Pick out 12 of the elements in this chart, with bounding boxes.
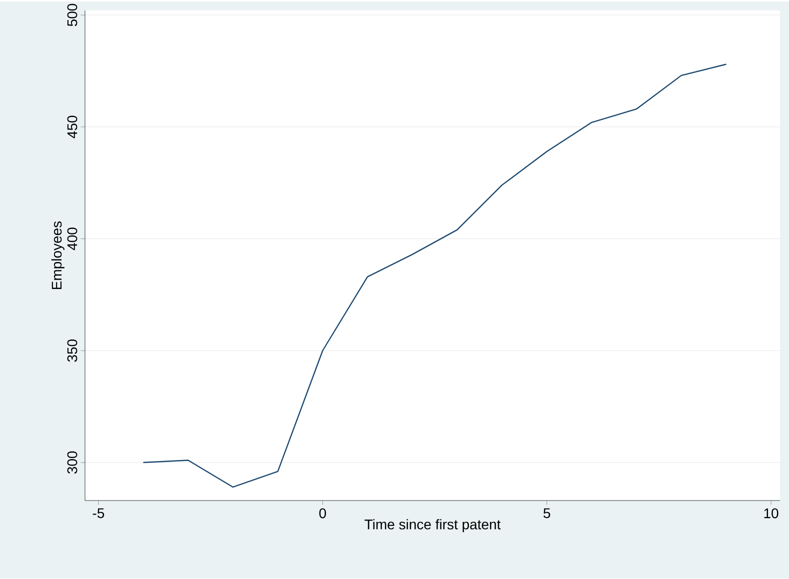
y-tick-label: 400 (67, 228, 78, 250)
y-tick-label: 350 (67, 340, 78, 362)
x-tick-label: 0 (319, 508, 326, 518)
x-tick-label: -5 (92, 508, 104, 518)
y-tick-label: 300 (67, 452, 78, 474)
x-axis-title: Time since first patent (364, 519, 501, 532)
x-tick-label: 10 (764, 508, 778, 518)
x-tick-label: 5 (544, 508, 550, 518)
line-series (142, 64, 727, 488)
y-axis-title: Employees (51, 222, 64, 290)
y-tick-label: 500 (67, 4, 78, 26)
y-tick-label: 450 (67, 116, 78, 138)
